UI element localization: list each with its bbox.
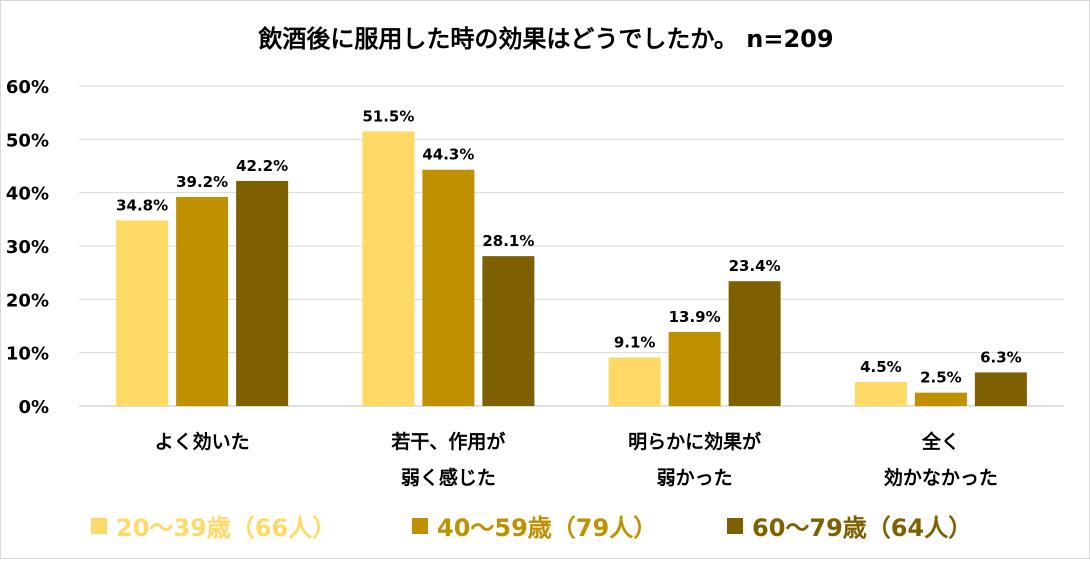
y-tick-label: 10%: [6, 344, 49, 365]
legend-swatch: [91, 518, 107, 534]
data-label: 9.1%: [614, 333, 656, 351]
x-tick-label: 効かなかった: [884, 466, 998, 489]
bar: [914, 392, 967, 406]
bar: [728, 281, 781, 406]
chart-title: 飲酒後に服用した時の効果はどうでしたか。 n=209: [257, 25, 833, 53]
bar: [974, 372, 1027, 406]
data-label: 13.9%: [669, 308, 721, 326]
data-label: 34.8%: [116, 196, 168, 214]
data-label: 2.5%: [920, 369, 962, 387]
legend-swatch: [727, 518, 743, 534]
data-label: 4.5%: [860, 358, 902, 376]
data-label: 51.5%: [362, 107, 414, 125]
data-label: 42.2%: [236, 157, 288, 175]
y-tick-label: 20%: [6, 290, 49, 311]
x-tick-label: 全く: [921, 430, 960, 453]
x-tick-label: よく効いた: [155, 430, 250, 453]
y-tick-label: 50%: [6, 130, 49, 151]
y-tick-label: 60%: [6, 77, 49, 98]
y-tick-label: 0%: [18, 397, 49, 418]
bar: [608, 357, 661, 406]
legend-label: 60～79歳（64人）: [752, 514, 972, 542]
bar: [668, 331, 721, 406]
bar: [422, 169, 475, 406]
legend-swatch: [412, 518, 428, 534]
data-label: 28.1%: [482, 232, 534, 250]
data-label: 44.3%: [422, 146, 474, 164]
data-label: 6.3%: [980, 348, 1022, 366]
x-tick-label: 若干、作用が: [391, 430, 505, 453]
bar: [854, 382, 907, 406]
x-tick-label: 明らかに効果が: [628, 430, 761, 453]
legend-label: 20～39歳（66人）: [116, 514, 336, 542]
bar: [482, 256, 535, 406]
data-label: 39.2%: [176, 173, 228, 191]
bar: [176, 196, 229, 406]
y-tick-label: 40%: [6, 184, 49, 205]
bar: [236, 180, 289, 406]
bar: [116, 220, 169, 406]
x-tick-label: 弱く感じた: [401, 466, 496, 489]
bars: 34.8% 39.2% 42.2% 51.5% 44.3% 28.1% 9.1% 13.9% 2…: [116, 107, 1027, 407]
bar: [362, 131, 415, 407]
x-tick-label: 弱かった: [657, 467, 733, 489]
legend-label: 40～59歳（79人）: [437, 514, 657, 542]
y-tick-label: 30%: [6, 237, 49, 258]
legend: 20～39歳（66人） 40～59歳（79人） 60～79歳（64人）: [91, 514, 972, 542]
y-axis: 0% 10% 20% 30% 40% 50% 60%: [6, 77, 49, 418]
data-label: 23.4%: [729, 257, 781, 275]
